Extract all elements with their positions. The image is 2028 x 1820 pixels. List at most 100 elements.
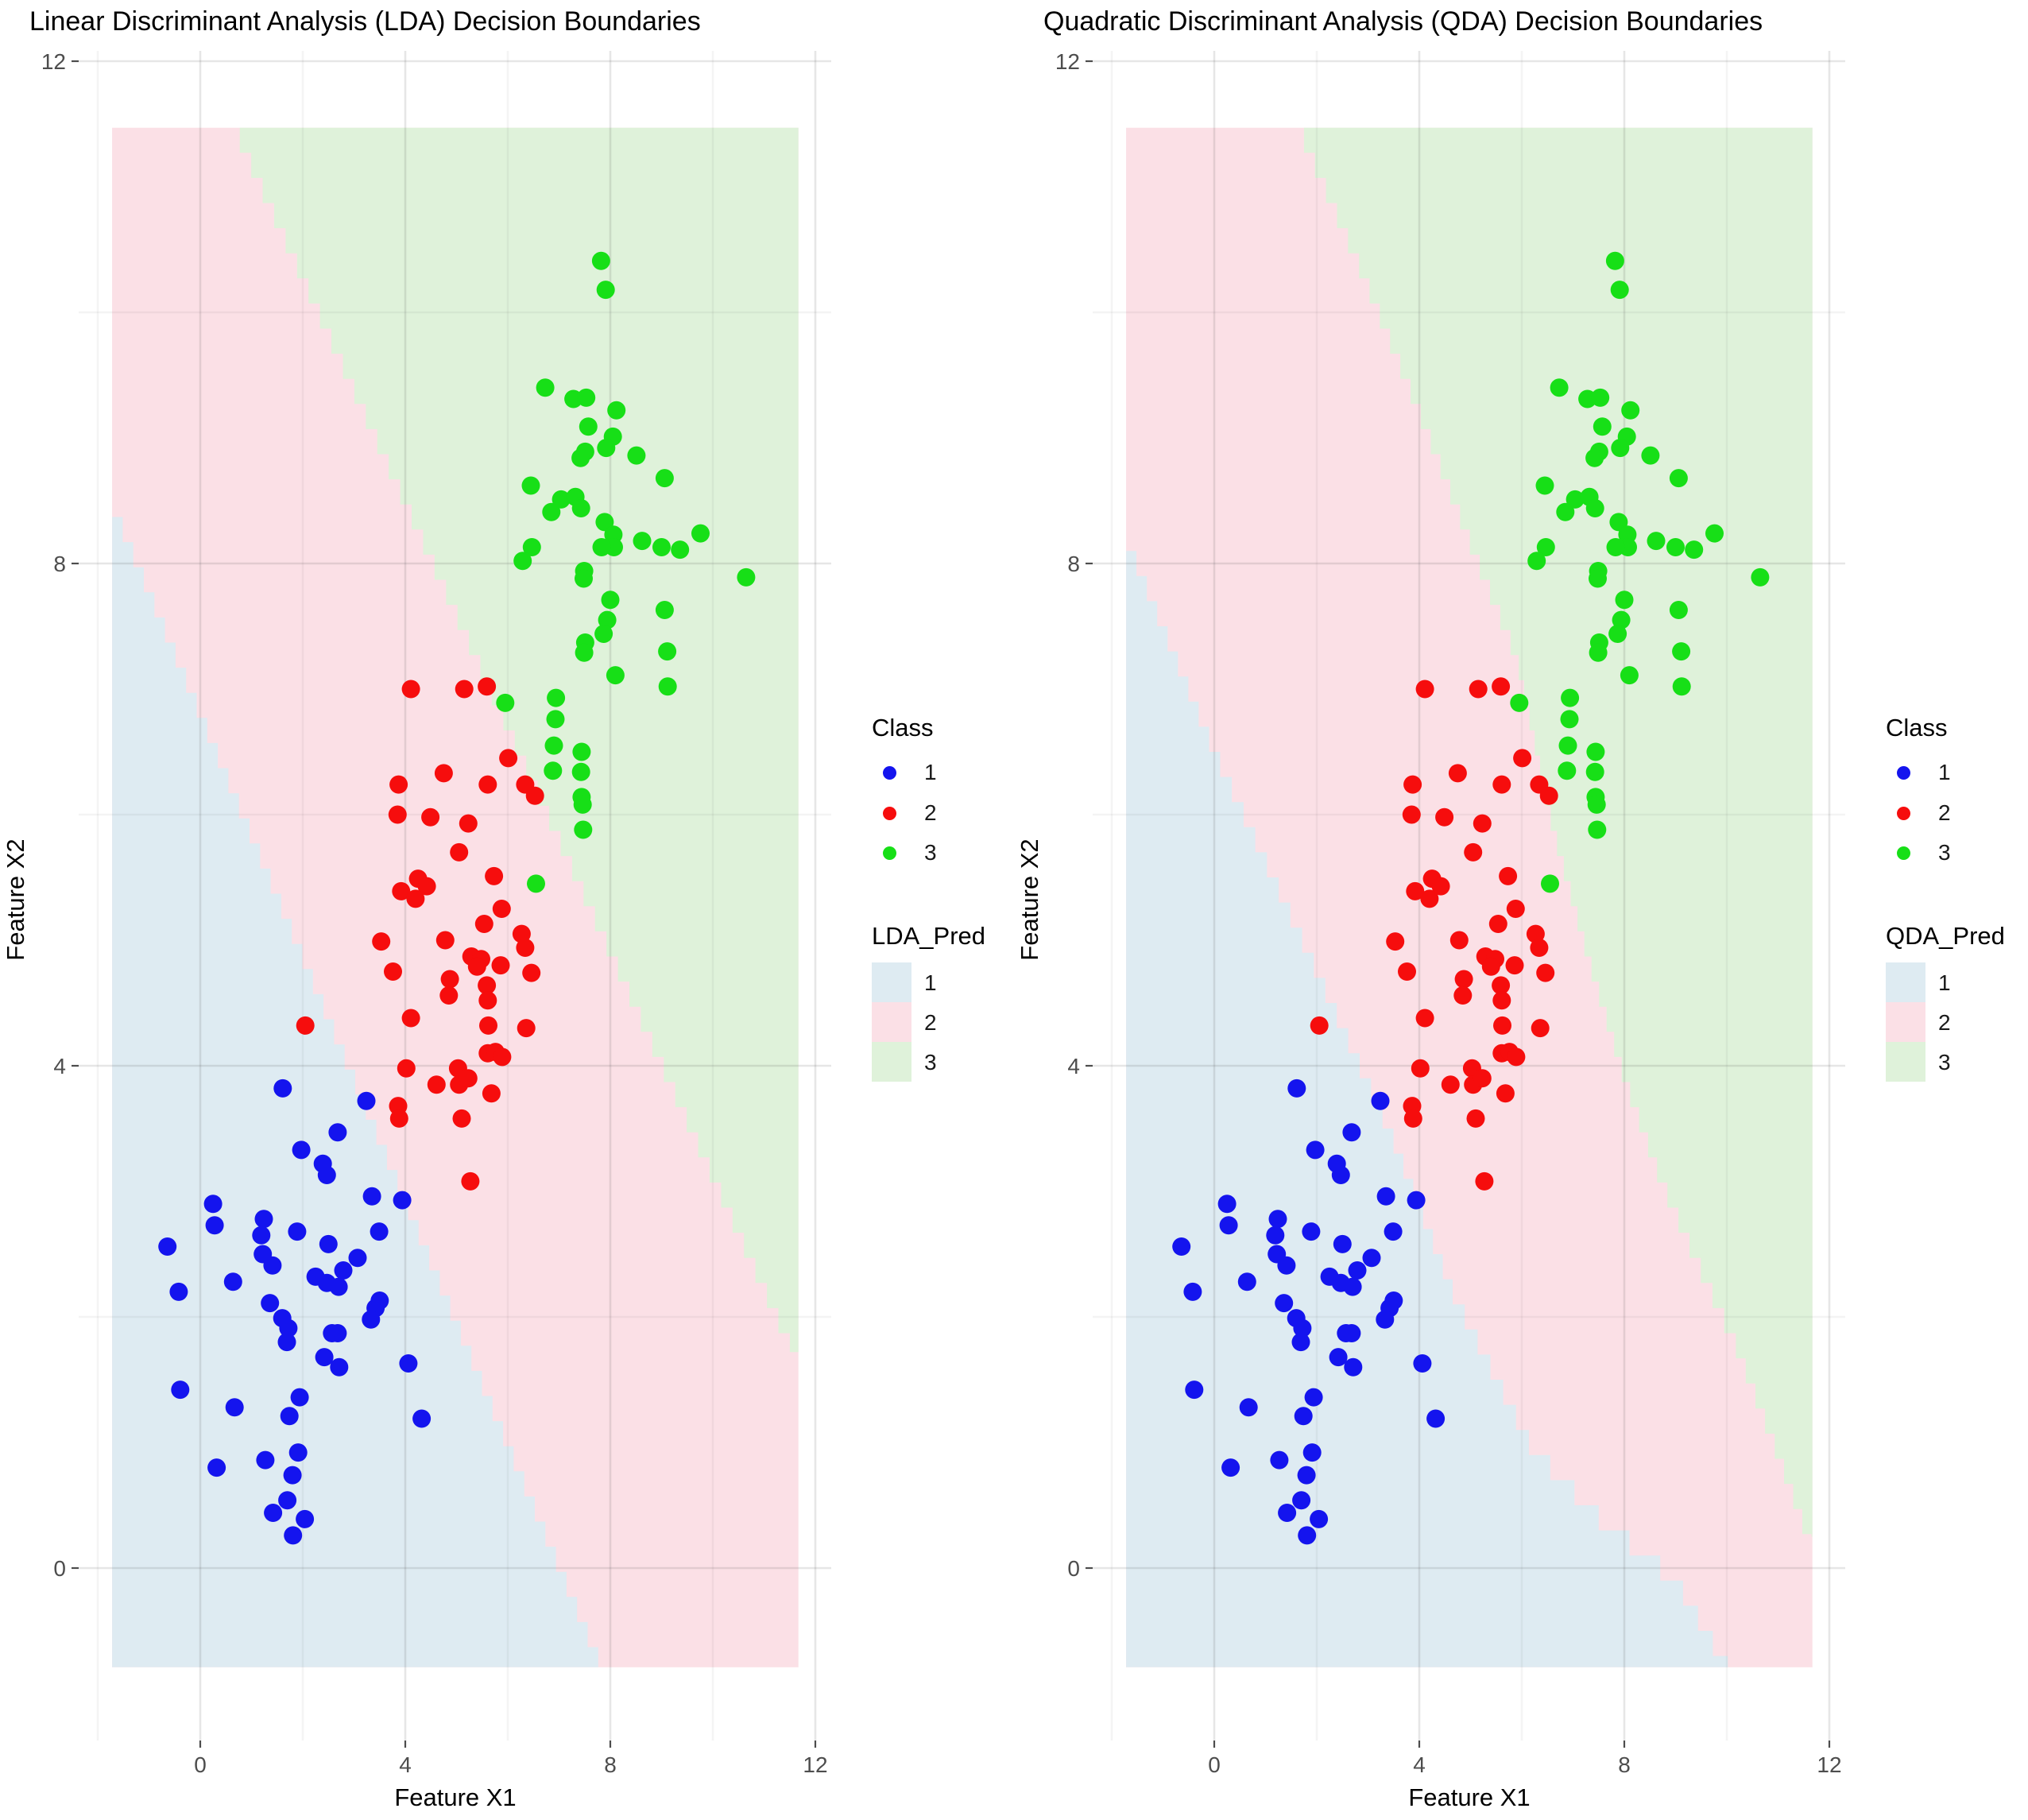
data-point-class-1 [288, 1443, 308, 1462]
data-point-class-3 [591, 251, 610, 270]
x-tick-label: 12 [803, 1752, 827, 1777]
legend-item-label: 3 [924, 840, 937, 865]
data-point-class-2 [1448, 764, 1467, 783]
data-point-class-3 [1587, 795, 1606, 814]
data-point-class-1 [330, 1357, 349, 1377]
data-point-class-2 [517, 1019, 536, 1038]
data-point-class-3 [513, 552, 532, 571]
data-point-class-1 [1237, 1272, 1256, 1291]
data-point-class-1 [1275, 1294, 1294, 1313]
data-point-class-3 [1605, 251, 1624, 270]
data-point-class-1 [169, 1282, 188, 1301]
data-point-class-2 [1475, 1171, 1494, 1191]
data-point-class-3 [1589, 569, 1607, 588]
data-point-class-1 [317, 1166, 336, 1184]
data-point-class-3 [527, 874, 545, 893]
data-point-class-2 [1496, 1084, 1515, 1103]
data-point-class-1 [328, 1123, 347, 1142]
data-point-class-3 [1566, 490, 1585, 509]
data-point-class-3 [1588, 820, 1607, 839]
legend-item-label: 3 [1938, 1050, 1951, 1075]
data-point-class-1 [1407, 1191, 1426, 1210]
x-tick-label: 12 [1817, 1752, 1841, 1777]
qda-legend-pred-title: QDA_Pred [1886, 922, 2005, 950]
data-point-class-2 [1449, 931, 1469, 950]
data-point-class-2 [455, 680, 474, 699]
data-point-class-1 [205, 1216, 224, 1235]
data-point-class-2 [1539, 786, 1558, 805]
data-point-class-2 [452, 1109, 471, 1128]
data-point-class-3 [606, 666, 625, 685]
data-point-class-3 [1585, 499, 1604, 517]
data-point-class-1 [1384, 1222, 1403, 1241]
data-point-class-2 [1464, 842, 1483, 862]
y-tick-label: 4 [1067, 1054, 1080, 1078]
data-point-class-2 [417, 877, 436, 896]
data-point-class-3 [1510, 693, 1529, 712]
data-point-class-2 [439, 986, 459, 1005]
y-tick-label: 0 [1067, 1556, 1080, 1581]
data-point-class-3 [575, 569, 593, 588]
data-point-class-3 [579, 417, 598, 436]
data-point-class-3 [1535, 476, 1554, 495]
data-point-class-1 [362, 1310, 381, 1329]
data-point-class-3 [691, 524, 710, 543]
data-point-class-1 [315, 1348, 334, 1367]
data-point-class-1 [296, 1509, 315, 1528]
data-point-class-2 [491, 956, 510, 975]
data-point-class-1 [225, 1398, 244, 1417]
data-point-class-2 [1420, 889, 1439, 908]
pred-2-swatch-icon [1886, 1002, 1925, 1042]
pred-3-swatch-icon [1886, 1042, 1925, 1082]
data-point-class-2 [1492, 976, 1511, 995]
data-point-class-1 [1293, 1319, 1312, 1338]
data-point-class-2 [1493, 1016, 1511, 1035]
data-point-class-1 [1217, 1195, 1237, 1214]
data-point-class-2 [372, 932, 391, 951]
data-point-class-1 [370, 1222, 389, 1241]
data-point-class-3 [1620, 666, 1639, 685]
data-point-class-3 [1561, 688, 1580, 707]
data-point-class-2 [459, 814, 478, 833]
data-point-class-1 [1291, 1333, 1310, 1352]
data-point-class-2 [427, 1075, 446, 1094]
data-point-class-1 [1270, 1450, 1289, 1470]
data-point-class-3 [1641, 446, 1660, 465]
data-point-class-1 [256, 1450, 275, 1470]
data-point-class-2 [1492, 991, 1511, 1010]
lda-legend-pred-title: LDA_Pred [872, 922, 986, 950]
legend-item-label: 3 [1938, 840, 1951, 865]
data-point-class-1 [171, 1380, 190, 1400]
data-point-class-2 [1403, 775, 1422, 794]
data-point-class-1 [1343, 1277, 1362, 1296]
pred-1-swatch-icon [872, 962, 911, 1002]
qda-plot-title: Quadratic Discriminant Analysis (QDA) De… [1043, 6, 1763, 37]
data-point-class-2 [1499, 866, 1518, 885]
data-point-class-3 [1685, 540, 1704, 560]
data-point-class-1 [1371, 1091, 1390, 1110]
qda-x-axis-title: Feature X1 [1408, 1783, 1531, 1811]
data-point-class-3 [1672, 642, 1691, 661]
data-point-class-2 [389, 1109, 408, 1128]
data-point-class-3 [1608, 625, 1627, 643]
data-point-class-2 [1473, 814, 1492, 833]
class-2-dot-icon [883, 807, 896, 820]
data-point-class-1 [1292, 1491, 1311, 1510]
data-point-class-3 [572, 742, 591, 761]
data-point-class-1 [1344, 1357, 1363, 1377]
data-point-class-1 [328, 1324, 347, 1342]
data-point-class-3 [1669, 601, 1688, 619]
data-point-class-1 [348, 1249, 367, 1268]
data-point-class-2 [1406, 881, 1425, 900]
y-tick-label: 12 [41, 49, 66, 74]
legend-item-label: 1 [1938, 970, 1951, 995]
data-point-class-3 [596, 281, 615, 300]
data-point-class-1 [393, 1191, 412, 1210]
y-tick-label: 0 [53, 1556, 66, 1581]
data-point-class-3 [1751, 567, 1770, 587]
data-point-class-3 [1611, 439, 1630, 458]
pred-3-swatch-icon [872, 1042, 911, 1082]
data-point-class-2 [478, 976, 497, 995]
data-point-class-2 [1469, 680, 1488, 699]
data-point-class-3 [496, 693, 515, 712]
